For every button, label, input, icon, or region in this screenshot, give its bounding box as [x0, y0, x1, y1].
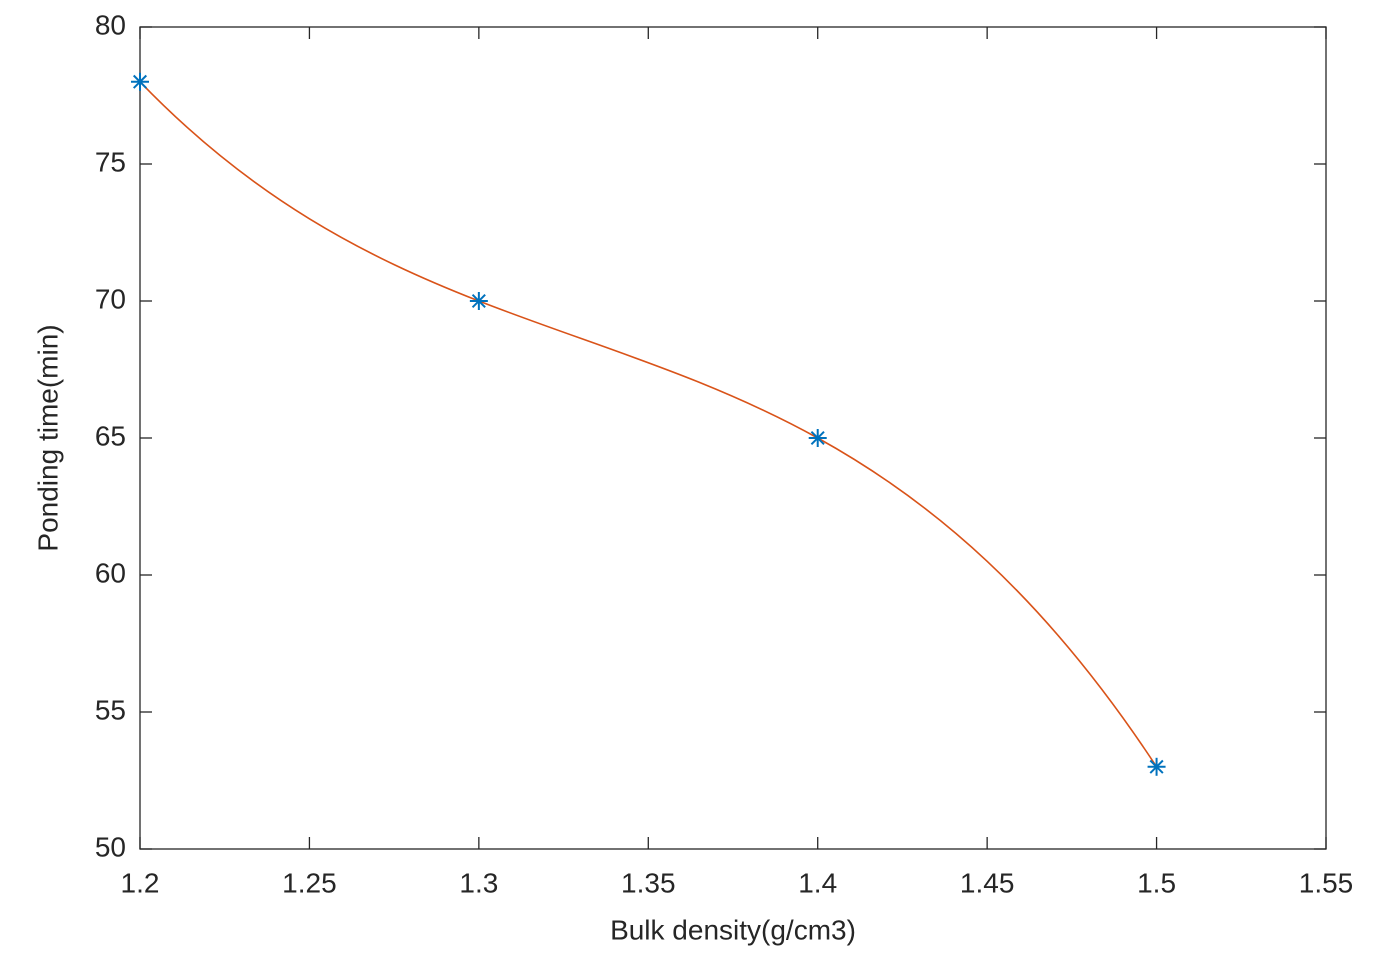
y-tick-label: 80	[95, 9, 126, 40]
y-tick-label: 50	[95, 831, 126, 862]
marker-stroke	[1149, 759, 1164, 774]
marker-stroke	[810, 430, 825, 446]
y-tick-label: 75	[95, 146, 126, 177]
x-tick-label: 1.2	[121, 867, 160, 898]
fit-curve	[139, 81, 1158, 768]
x-tick-label: 1.45	[960, 867, 1015, 898]
x-axis-label: Bulk density(g/cm3)	[610, 914, 856, 945]
x-tick-label: 1.35	[621, 867, 676, 898]
marker-stroke	[132, 74, 148, 89]
x-tick-label: 1.55	[1299, 867, 1354, 898]
x-tick-label: 1.25	[282, 867, 337, 898]
marker	[1147, 757, 1166, 776]
x-tick-label: 1.5	[1137, 867, 1176, 898]
marker	[131, 72, 149, 91]
y-tick-label: 60	[95, 557, 126, 588]
plot-box	[139, 26, 1327, 850]
y-tick-label: 70	[95, 283, 126, 314]
marker-stroke	[471, 293, 486, 309]
marker	[469, 292, 488, 310]
x-tick-label: 1.3	[459, 867, 498, 898]
x-tick-label: 1.4	[798, 867, 837, 898]
y-tick-label: 65	[95, 420, 126, 451]
y-axis-label: Ponding time(min)	[32, 324, 63, 551]
marker	[808, 429, 827, 447]
y-tick-label: 55	[95, 694, 126, 725]
